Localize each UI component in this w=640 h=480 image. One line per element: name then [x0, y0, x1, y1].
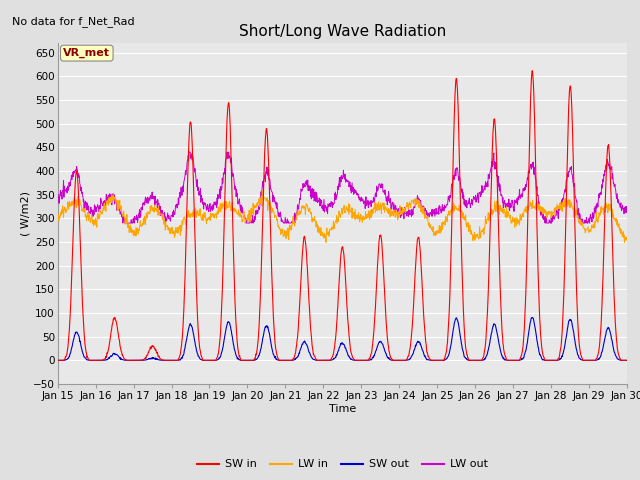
Text: VR_met: VR_met: [63, 48, 110, 58]
X-axis label: Time: Time: [329, 404, 356, 414]
Y-axis label: ( W/m2): ( W/m2): [20, 191, 30, 236]
Title: Short/Long Wave Radiation: Short/Long Wave Radiation: [239, 24, 446, 39]
Legend: SW in, LW in, SW out, LW out: SW in, LW in, SW out, LW out: [193, 455, 492, 474]
Text: No data for f_Net_Rad: No data for f_Net_Rad: [12, 16, 134, 27]
